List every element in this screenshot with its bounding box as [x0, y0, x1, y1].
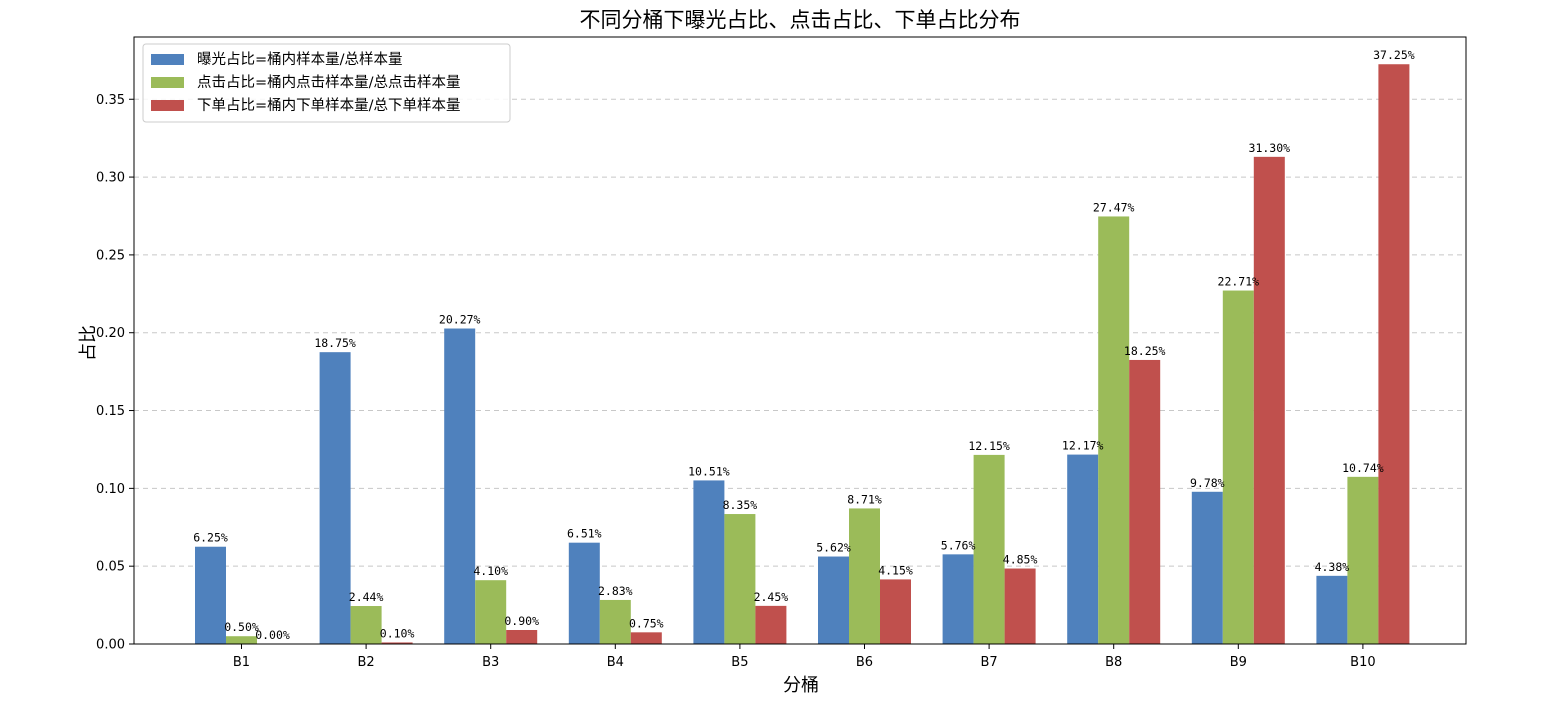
y-tick-label: 0.15 — [96, 404, 125, 419]
bar — [1067, 454, 1099, 644]
bar-value-label: 8.71% — [847, 492, 882, 506]
bar — [880, 579, 911, 644]
bar — [381, 642, 413, 644]
x-axis: B1 B2 B3 B4 B5 B6 B7 B8 B9 B10 — [233, 644, 1376, 670]
y-tick-label: 0.30 — [96, 171, 125, 186]
bar — [1316, 575, 1348, 644]
legend-label: 曝光占比=桶内样本量/总样本量 — [197, 51, 403, 68]
bar — [755, 605, 787, 644]
bar-value-label: 4.85% — [1003, 553, 1038, 567]
legend-box — [142, 43, 511, 123]
bar — [942, 554, 974, 644]
bar-value-label: 0.00% — [255, 628, 290, 642]
x-tick-label: B5 — [731, 655, 748, 670]
bar — [693, 480, 725, 644]
bar-value-label: 27.47% — [1093, 200, 1135, 214]
y-tick-label: 0.05 — [96, 560, 125, 575]
x-tick-label: B9 — [1230, 655, 1247, 670]
bar — [1004, 568, 1036, 644]
y-tick-label: 0.35 — [96, 93, 125, 108]
bar-value-label: 6.25% — [193, 531, 228, 545]
bar-value-label: 12.17% — [1062, 439, 1104, 453]
plot-frame — [133, 36, 1467, 645]
y-tick-label: 0.25 — [96, 248, 125, 263]
legend-swatch — [151, 100, 184, 111]
bar — [1347, 476, 1379, 644]
x-tick-label: B1 — [233, 655, 250, 670]
y-tick-label: 0.10 — [96, 482, 125, 497]
bar — [1129, 359, 1161, 644]
bar — [849, 508, 880, 644]
bar — [630, 632, 662, 644]
bar-value-label: 5.76% — [941, 538, 976, 552]
bar — [973, 454, 1005, 644]
bar-value-label: 10.51% — [688, 464, 730, 478]
bar — [350, 606, 382, 644]
bar-value-label: 4.38% — [1315, 560, 1350, 574]
x-tick-label: B3 — [482, 655, 499, 670]
bar-value-label: 4.10% — [473, 564, 508, 578]
x-tick-label: B6 — [856, 655, 873, 670]
bar — [724, 514, 756, 644]
x-tick-label: B2 — [357, 655, 374, 670]
bar-value-label: 0.10% — [380, 626, 415, 640]
chart-title: 不同分桶下曝光占比、点击占比、下单占比分布 — [580, 8, 1021, 32]
bar — [475, 580, 507, 644]
x-tick-label: B8 — [1105, 655, 1122, 670]
bar-value-label: 22.71% — [1218, 275, 1260, 289]
bar — [444, 328, 476, 644]
bar — [226, 636, 257, 644]
bar — [599, 599, 631, 644]
bar — [1098, 216, 1130, 644]
legend-label: 下单占比=桶内下单样本量/总下单样本量 — [197, 97, 461, 114]
bar-value-label: 8.35% — [723, 498, 758, 512]
bar-value-label: 6.51% — [567, 527, 602, 541]
bar — [1378, 64, 1410, 644]
bar-value-label: 0.90% — [504, 614, 539, 628]
bar-value-label: 0.75% — [629, 616, 664, 630]
bar — [506, 629, 538, 644]
bars — [195, 64, 1410, 645]
bar-value-label: 31.30% — [1249, 141, 1291, 155]
legend: 曝光占比=桶内样本量/总样本量点击占比=桶内点击样本量/总点击样本量下单占比=桶… — [142, 43, 511, 123]
bar-value-label: 9.78% — [1190, 476, 1225, 490]
legend-swatch — [151, 77, 184, 88]
bar — [1222, 290, 1254, 644]
bar — [195, 546, 226, 644]
bar-value-label: 0.50% — [224, 620, 259, 634]
y-axis: 0.00 0.05 0.10 0.15 0.20 0.25 0.30 0.35 — [96, 93, 134, 653]
bar — [1253, 156, 1285, 645]
x-tick-label: B4 — [607, 655, 624, 670]
bar-value-label: 10.74% — [1342, 461, 1384, 475]
bar — [1191, 491, 1223, 644]
x-axis-title: 分桶 — [783, 675, 819, 696]
legend-swatch — [151, 54, 184, 65]
bar-value-label: 18.25% — [1124, 344, 1166, 358]
value-labels: 6.25% 18.75% 20.27% 6.51% 10.51% 5.62% 5.76% 12… — [193, 48, 1415, 642]
bar-value-label: 2.44% — [349, 590, 384, 604]
legend-label: 点击占比=桶内点击样本量/总点击样本量 — [197, 74, 461, 91]
bar-value-label: 2.45% — [754, 590, 789, 604]
y-tick-label: 0.20 — [96, 326, 125, 341]
bar-value-label: 12.15% — [968, 439, 1010, 453]
bar-value-label: 4.15% — [878, 563, 913, 577]
bar-value-label: 18.75% — [314, 336, 356, 350]
y-axis-title: 占比 — [78, 325, 99, 361]
bar — [818, 556, 849, 644]
y-tick-label: 0.00 — [96, 638, 125, 653]
bar — [568, 542, 600, 644]
bar-value-label: 37.25% — [1373, 48, 1415, 62]
x-tick-label: B7 — [980, 655, 997, 670]
bar — [319, 352, 351, 644]
bar-value-label: 2.83% — [598, 584, 633, 598]
x-tick-label: B10 — [1350, 655, 1375, 670]
bar-value-label: 20.27% — [439, 313, 481, 327]
bar-value-label: 5.62% — [816, 541, 851, 555]
